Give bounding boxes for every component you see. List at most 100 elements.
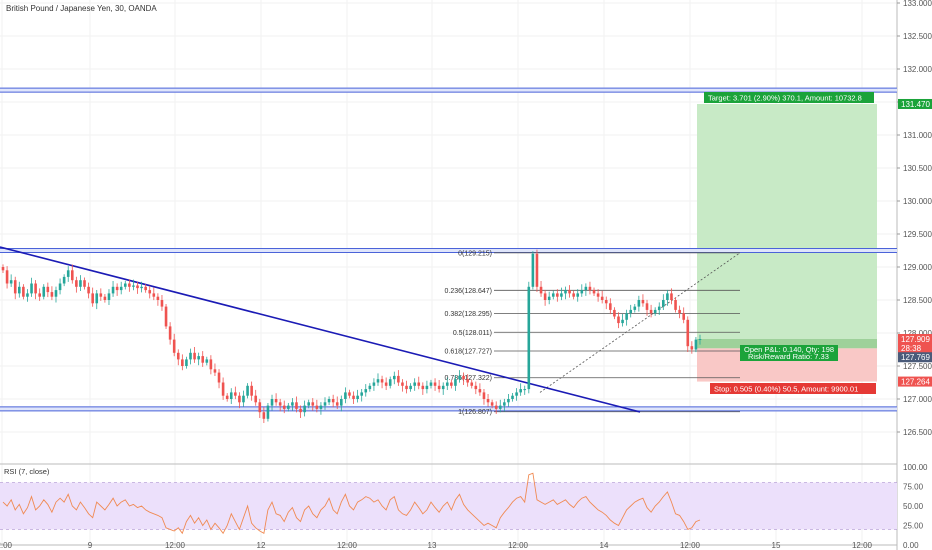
chart-title: British Pound / Japanese Yen, 30, OANDA [6,4,157,13]
price-badge-label: 127.769 [901,353,930,362]
price-badge [898,343,932,354]
candle-body [319,405,323,409]
candle-body [523,389,527,391]
candle-body [511,395,514,399]
trendline[interactable] [0,246,641,413]
candle-body [123,283,127,287]
candle-body [637,300,641,307]
candle-body [584,286,588,291]
time-tick-label: 14 [600,541,609,550]
candle-body [494,405,498,409]
candle-body [340,399,343,406]
candle-body [30,283,33,294]
candle-body [132,285,135,287]
candle-body [229,392,233,399]
fib-level-label: 0.236(128.647) [445,288,492,295]
fib-diagonal[interactable] [539,252,741,393]
candle-body [250,385,253,396]
rsi-tick-label: 100.00 [903,463,928,472]
candle-body [535,253,539,287]
candle-body [360,392,363,396]
rsi-line[interactable] [2,472,701,535]
candle-body [160,300,164,307]
price-tick-label: 132.000 [903,65,932,74]
candle-body [462,375,465,380]
open-pl-box [740,345,838,361]
price-tick-label: 128.000 [903,329,932,338]
candle-body [376,379,380,383]
candle-body [670,293,673,300]
candle-body [441,385,445,390]
rsi-tick-label: 50.00 [903,502,924,511]
rsi-tick-label: 75.00 [903,483,924,492]
candle-body [576,293,580,297]
candle-body [327,399,331,403]
candle-body [242,395,245,403]
candle-body [388,379,392,386]
candle-body [596,293,600,297]
price-tick-label: 130.500 [903,164,932,173]
price-tick-label: 133.000 [903,0,932,8]
candle-body [42,286,46,297]
candle-body [234,392,237,396]
candle-body [136,285,139,289]
target-label-box [704,92,874,103]
candle-body [384,382,388,386]
candle-body [437,385,441,390]
fib-level-label: 0.5(128.011) [453,330,492,337]
sr-line-band [0,87,897,93]
price-tick-label: 127.000 [903,395,932,404]
candle-body [140,286,143,289]
candle-body [352,395,355,399]
candle-body [46,286,50,293]
candle-body [70,270,74,281]
rsi-tick-label: 25.00 [903,522,924,531]
candle-body [38,293,41,297]
candle-body [429,382,433,386]
target-zone [697,103,877,349]
time-tick-label: 12 [257,541,266,550]
candle-body [392,375,396,380]
candle-body [307,402,311,406]
rsi-pane[interactable]: 100.00 75.00 50.00 25.00 0.00 [0,463,928,550]
candle-body [409,385,412,390]
target-label: Target: 3.701 (2.90%) 370.1, Amount: 107… [708,94,862,103]
candle-body [189,352,192,360]
candle-body [152,293,156,297]
candle-body [331,399,335,403]
candle-body [282,405,286,409]
stop-label: Stop: 0.505 (0.40%) 50.5, Amount: 9900.0… [714,385,858,394]
fibonacci-retracement[interactable]: 0(129.215) 0.236(128.647) 0.382(128.295) 0.… [445,250,741,416]
candle-body [645,303,649,310]
price-axis[interactable]: 133.000132.500132.000131.500131.000130.5… [897,0,932,437]
candle-body [515,392,518,396]
fib-level-label: 0.618(127.727) [445,349,492,356]
candle-body [629,309,633,314]
candle-body [666,293,669,300]
candle-body [498,405,502,409]
candle-body [474,385,478,390]
time-tick-label: 13 [428,541,437,550]
price-badge-label: 28:38 [901,344,922,353]
candle-body [87,286,90,294]
candle-body [609,303,612,310]
candle-body [450,382,453,386]
candle-body [168,326,172,340]
candle-body [213,369,217,373]
candle-body [539,286,543,294]
candle-body [9,280,13,284]
time-tick-label: 9 [88,541,93,550]
price-tick-label: 132.500 [903,32,932,41]
candle-body [83,280,86,287]
candle-body [507,399,510,403]
candle-body [299,408,302,413]
candle-body [185,359,188,366]
price-badge [898,334,932,345]
time-axis[interactable]: 12:00 9 12:00 12 12:00 13 12:00 14 12:00 15 12:00 [0,541,873,550]
candle-body [66,270,70,277]
candle-body [543,293,547,300]
candle-body [217,372,221,383]
candle-body [682,313,685,320]
